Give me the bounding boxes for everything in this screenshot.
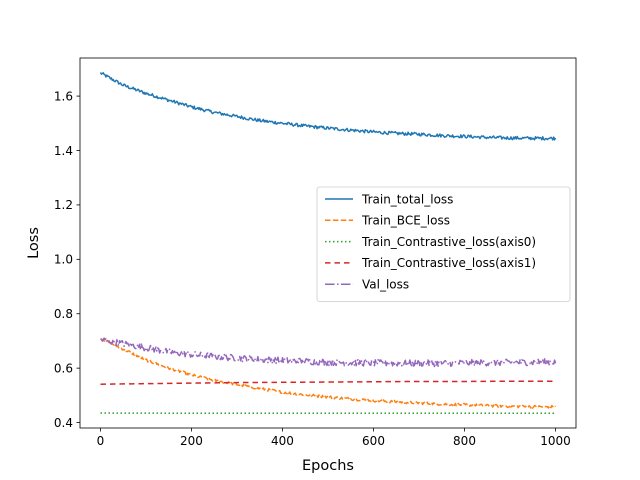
legend-label: Train_BCE_loss [361,214,450,228]
y-tick-label: 1.0 [54,253,73,267]
y-tick-label: 0.4 [54,416,73,430]
legend-label: Train_Contrastive_loss(axis1) [361,256,536,270]
legend-frame [316,186,571,302]
legend-label: Train_total_loss [361,192,453,206]
legend: Train_total_loss Train_BCE_loss Train_Cont… [316,186,571,302]
legend-label: Train_Contrastive_loss(axis0) [361,235,536,249]
x-tick-label: 800 [453,434,476,448]
x-tick-label: 400 [271,434,294,448]
y-axis-title: Loss [26,227,42,259]
series-line-1 [99,72,557,141]
series-line-2 [100,338,557,409]
y-tick-label: 1.6 [54,89,73,103]
x-tick-label: 200 [180,434,203,448]
y-tick-label: 1.4 [54,144,73,158]
y-tick-label: 0.6 [54,361,73,375]
y-tick-label: 0.8 [54,307,73,321]
x-axis-title: Epochs [302,458,354,474]
x-axis-ticks: 0 200 400 600 800 1000 [97,428,571,448]
x-tick-label: 1000 [540,434,571,448]
legend-label: Val_loss [362,278,409,292]
plot-frame [79,57,577,429]
series-layer [99,72,557,415]
y-tick-label: 1.2 [54,198,73,212]
x-tick-label: 600 [362,434,385,448]
x-tick-label: 0 [97,434,105,448]
y-axis-ticks: 0.4 0.6 0.8 1.0 1.2 1.4 1.6 [54,89,80,430]
series-line-5 [100,337,557,368]
